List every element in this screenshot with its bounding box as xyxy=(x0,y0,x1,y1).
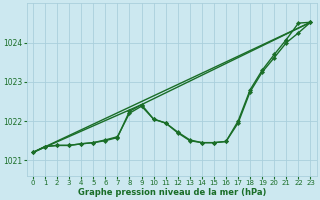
X-axis label: Graphe pression niveau de la mer (hPa): Graphe pression niveau de la mer (hPa) xyxy=(77,188,266,197)
